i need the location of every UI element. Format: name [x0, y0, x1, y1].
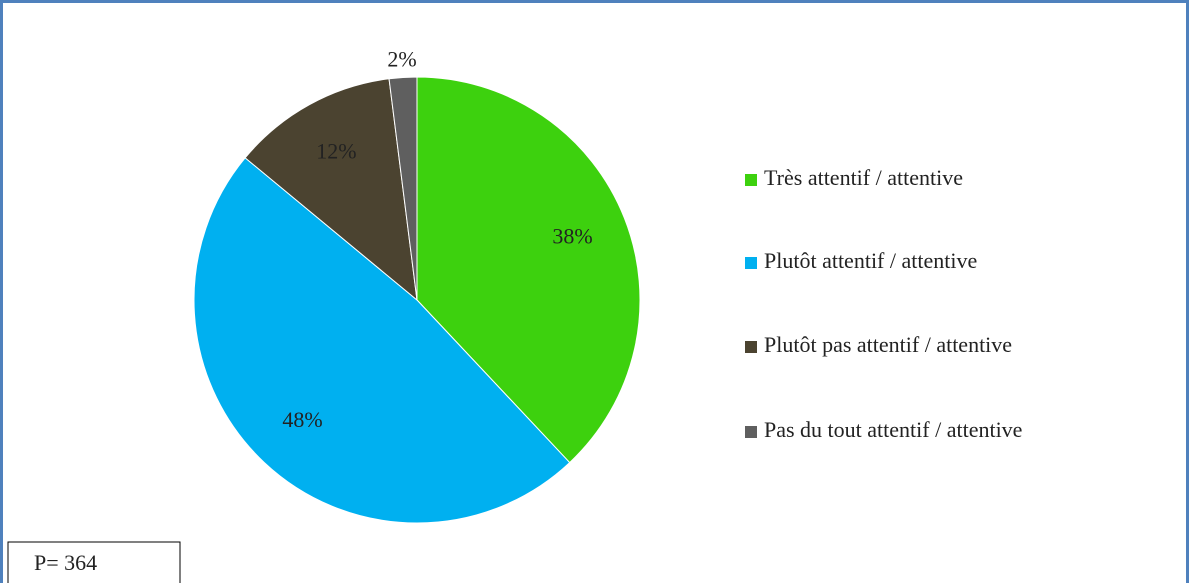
legend-label: Plutôt attentif / attentive — [764, 248, 977, 273]
pie-slice — [416, 76, 641, 464]
legend-swatch — [745, 257, 757, 269]
legend-label: Très attentif / attentive — [764, 165, 963, 190]
pie-slice — [244, 78, 418, 302]
legend-label: Plutôt pas attentif / attentive — [764, 332, 1012, 357]
legend-swatch — [745, 341, 757, 353]
data-label: 12% — [316, 138, 356, 163]
annotation: P= 364 — [34, 550, 97, 575]
data-label: 48% — [282, 407, 322, 432]
data-label: 2% — [387, 47, 416, 72]
legend-swatch — [745, 174, 757, 186]
legend-label: Pas du tout attentif / attentive — [764, 417, 1022, 442]
annotation-box — [7, 541, 181, 583]
pie-slice — [388, 76, 418, 301]
legend-swatch — [745, 426, 757, 438]
pie-slice — [193, 157, 571, 524]
data-label: 38% — [552, 223, 592, 248]
